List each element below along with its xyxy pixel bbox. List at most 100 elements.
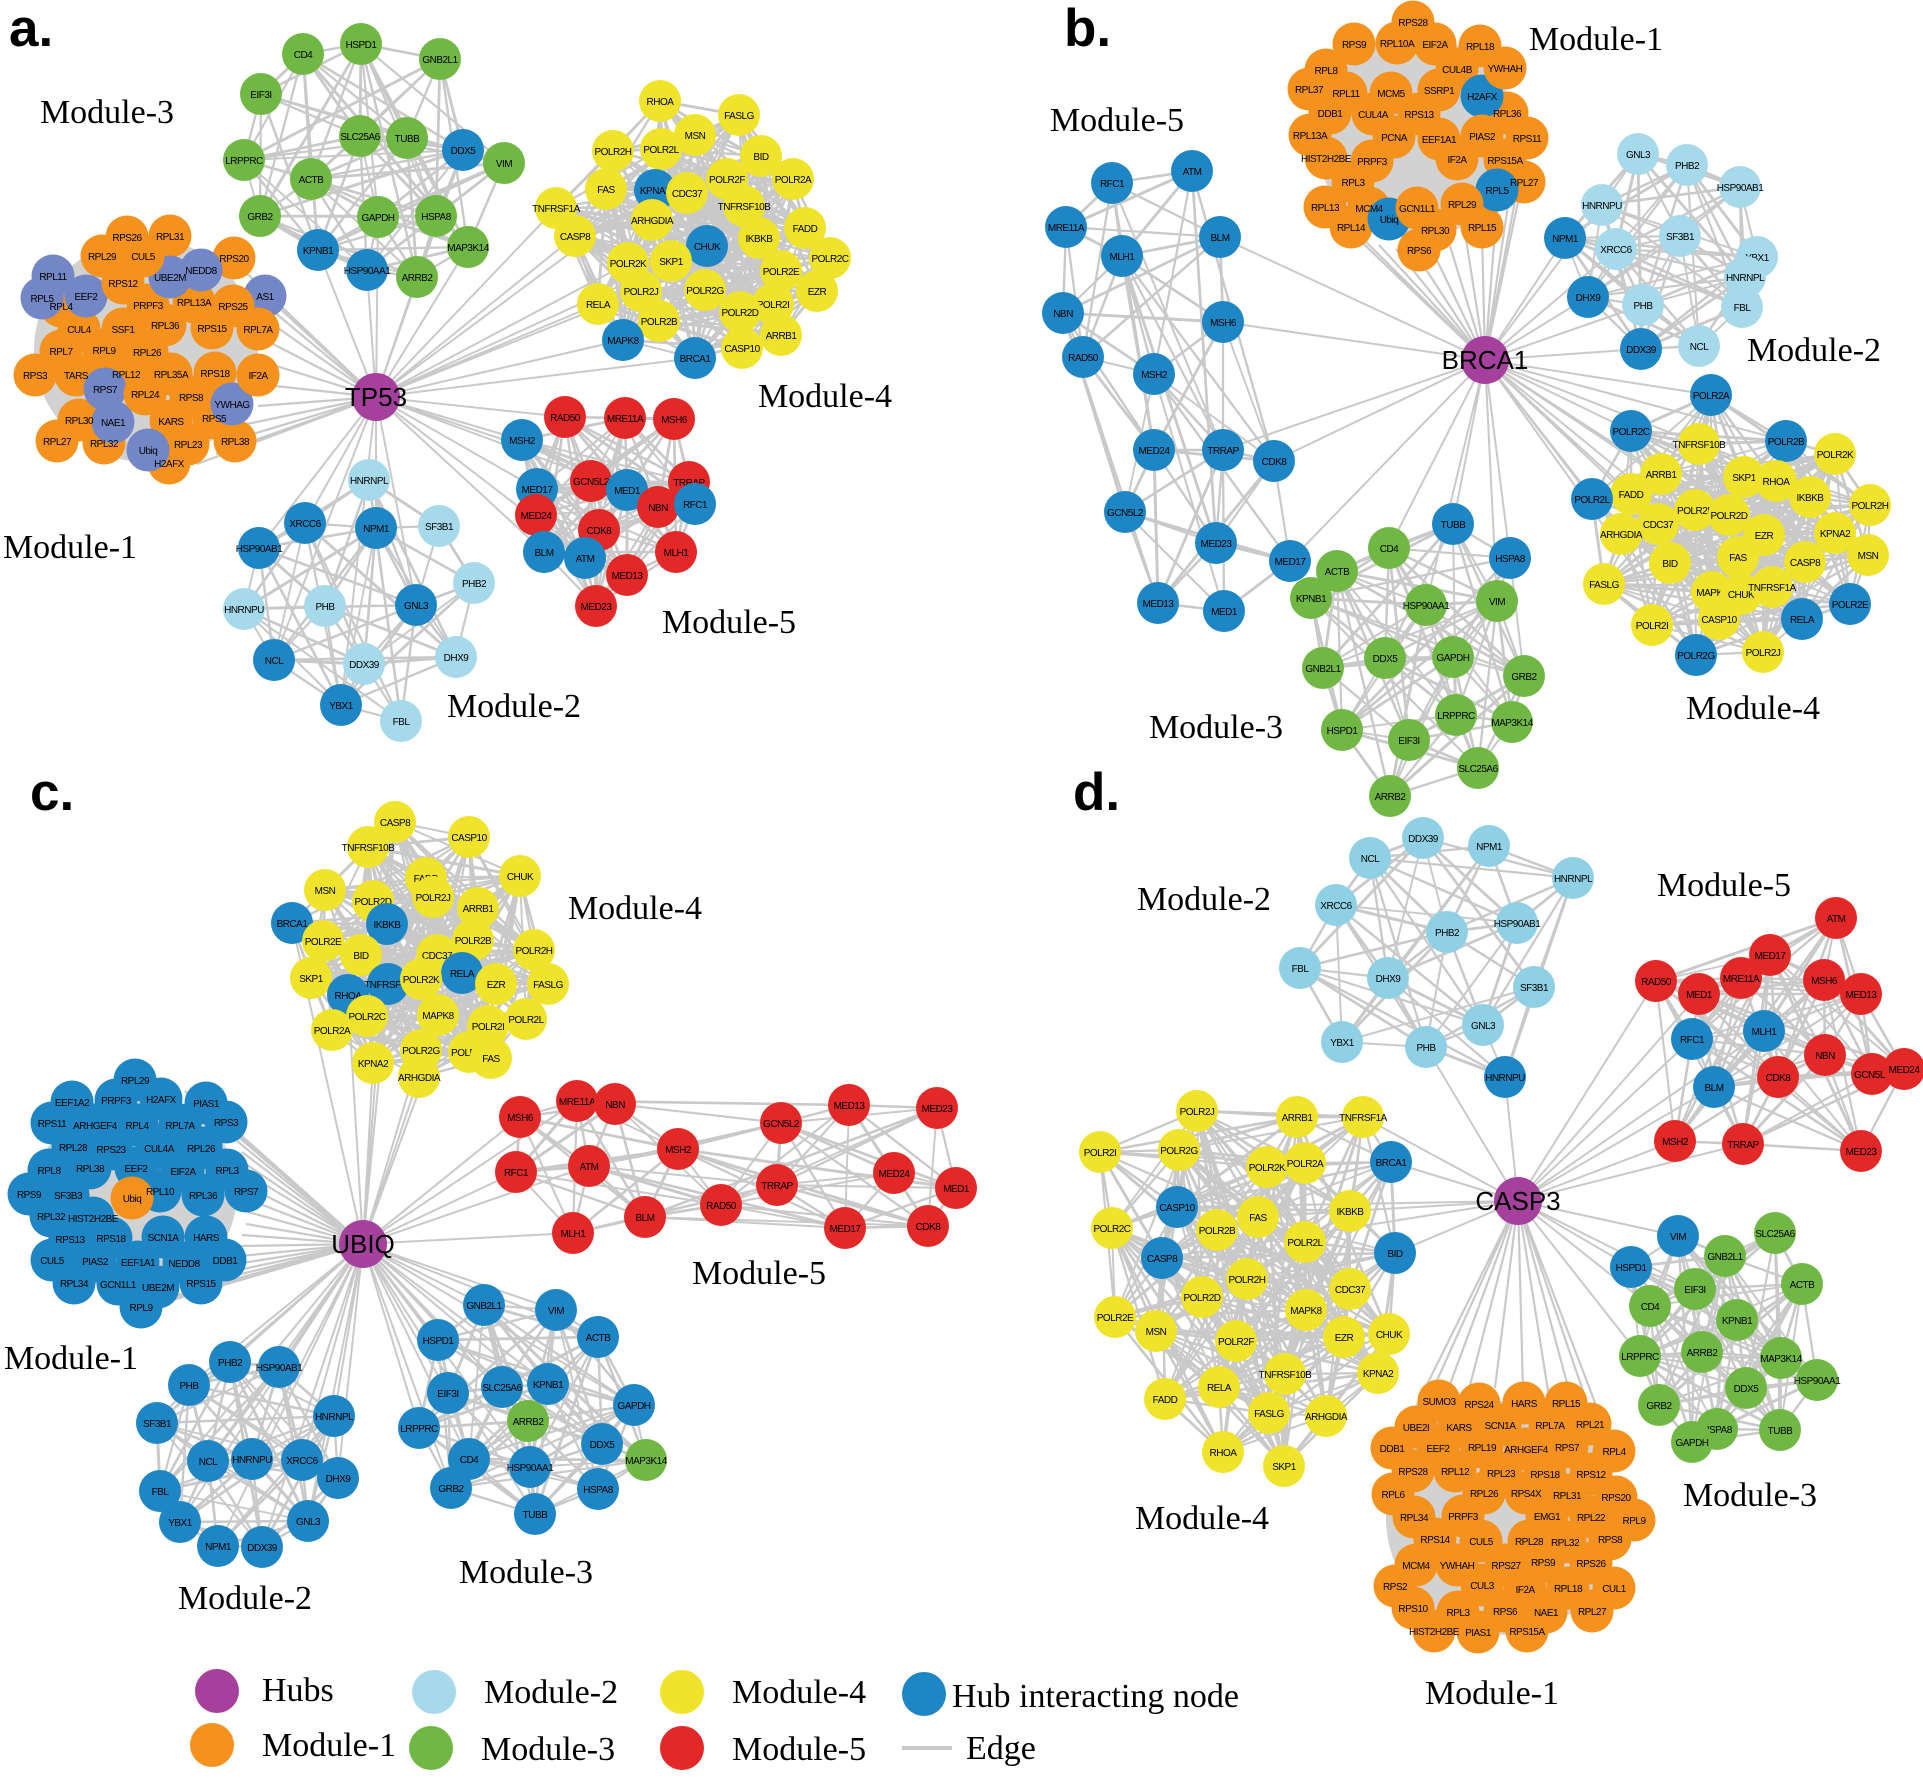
svg-text:CD4: CD4: [1641, 1302, 1660, 1313]
svg-text:KPNB1: KPNB1: [1296, 594, 1327, 605]
svg-text:TNFRSF10B: TNFRSF10B: [718, 202, 772, 213]
svg-text:ATM: ATM: [1827, 914, 1846, 925]
svg-text:TRRAP: TRRAP: [761, 1181, 793, 1192]
svg-text:CASP10: CASP10: [724, 344, 760, 355]
svg-text:RPL12: RPL12: [112, 370, 141, 381]
svg-text:ARHGDIA: ARHGDIA: [1600, 530, 1643, 541]
svg-text:RPL36: RPL36: [189, 1191, 218, 1202]
svg-text:CDK8: CDK8: [1262, 457, 1288, 468]
svg-text:HSP90AA1: HSP90AA1: [1403, 601, 1451, 612]
svg-text:DHX9: DHX9: [326, 1474, 352, 1485]
svg-text:MED1: MED1: [614, 486, 641, 497]
svg-text:CD4: CD4: [1380, 544, 1399, 555]
svg-text:RPL32: RPL32: [90, 439, 119, 450]
svg-text:POLR2C: POLR2C: [1093, 1224, 1130, 1235]
svg-text:GNL3: GNL3: [404, 601, 429, 612]
svg-text:HNRNPU: HNRNPU: [232, 1455, 272, 1466]
svg-text:DDX5: DDX5: [590, 1440, 616, 1451]
svg-text:NPM1: NPM1: [1476, 842, 1503, 853]
svg-text:POLR2K: POLR2K: [1249, 1163, 1286, 1174]
svg-text:RPS15A: RPS15A: [1487, 156, 1523, 167]
svg-text:MSH6: MSH6: [1210, 318, 1237, 329]
svg-text:PHB: PHB: [1633, 301, 1653, 312]
svg-text:Module-2: Module-2: [178, 1580, 312, 1617]
svg-text:MSH6: MSH6: [507, 1113, 534, 1124]
svg-text:PHB2: PHB2: [1675, 161, 1700, 172]
svg-text:TUBB: TUBB: [523, 1510, 549, 1521]
svg-text:RAD50: RAD50: [1641, 977, 1672, 988]
svg-text:Module-5: Module-5: [1050, 102, 1184, 139]
svg-text:NBN: NBN: [1053, 309, 1073, 320]
svg-text:CD4: CD4: [294, 50, 313, 61]
svg-text:Module-3: Module-3: [481, 1731, 615, 1768]
svg-text:Module-3: Module-3: [40, 94, 174, 131]
svg-text:RPL27: RPL27: [1510, 178, 1539, 189]
svg-text:RPL12: RPL12: [1441, 1467, 1470, 1478]
svg-text:TUBB: TUBB: [1768, 1426, 1794, 1437]
svg-text:DDB1: DDB1: [213, 1256, 239, 1267]
svg-text:RPL37: RPL37: [1295, 85, 1324, 96]
svg-text:Module-2: Module-2: [1137, 881, 1271, 918]
svg-text:RPL38: RPL38: [221, 437, 250, 448]
svg-text:Hubs: Hubs: [262, 1672, 334, 1709]
svg-text:MED13: MED13: [1143, 599, 1175, 610]
svg-text:RPL24: RPL24: [131, 390, 160, 401]
svg-text:POLR2B: POLR2B: [1768, 437, 1805, 448]
svg-text:ACTB: ACTB: [1790, 1280, 1816, 1291]
svg-text:RPL8: RPL8: [37, 1166, 61, 1177]
svg-text:RPL32: RPL32: [37, 1212, 66, 1223]
svg-text:SSRP1: SSRP1: [1424, 86, 1455, 97]
svg-text:RPL15: RPL15: [1468, 223, 1497, 234]
svg-text:NPM1: NPM1: [205, 1542, 232, 1553]
svg-text:EZR: EZR: [487, 980, 506, 991]
svg-text:MED17: MED17: [1755, 951, 1787, 962]
svg-text:ARRB1: ARRB1: [1646, 470, 1678, 481]
svg-text:Module-4: Module-4: [568, 890, 702, 927]
svg-text:PRPF3: PRPF3: [1357, 157, 1388, 168]
svg-text:RPL7A: RPL7A: [165, 1121, 195, 1132]
svg-text:CASP8: CASP8: [380, 818, 411, 829]
svg-text:POLR2A: POLR2A: [775, 175, 812, 186]
svg-text:RPL9: RPL9: [129, 1303, 153, 1314]
svg-text:Module-3: Module-3: [1683, 1477, 1817, 1514]
svg-text:POLR2E: POLR2E: [305, 937, 342, 948]
svg-text:RPL35A: RPL35A: [154, 370, 189, 381]
svg-text:UBE2M: UBE2M: [142, 1283, 174, 1294]
svg-text:RPL23: RPL23: [174, 440, 203, 451]
svg-text:FAS: FAS: [1729, 553, 1747, 564]
svg-text:RPL3: RPL3: [215, 1166, 239, 1177]
svg-text:TNFRSF1A: TNFRSF1A: [1748, 583, 1797, 594]
svg-text:EEF1A1: EEF1A1: [1422, 135, 1457, 146]
svg-text:Module-4: Module-4: [758, 378, 892, 415]
svg-text:RPL26: RPL26: [187, 1144, 216, 1155]
svg-text:FASLG: FASLG: [1254, 1409, 1284, 1420]
svg-text:GAPDH: GAPDH: [617, 1401, 650, 1412]
svg-text:FADD: FADD: [793, 224, 818, 235]
svg-text:POLR2A: POLR2A: [314, 1026, 351, 1037]
svg-text:MSN: MSN: [1146, 1327, 1167, 1338]
svg-text:MCM5: MCM5: [1377, 89, 1405, 100]
svg-text:MED24: MED24: [1139, 446, 1171, 457]
svg-text:SLC25A6: SLC25A6: [340, 132, 380, 143]
svg-text:POLR2J: POLR2J: [416, 893, 451, 904]
svg-text:ACTB: ACTB: [1325, 567, 1351, 578]
svg-text:MSH2: MSH2: [665, 1145, 692, 1156]
svg-text:RPS28: RPS28: [1398, 1467, 1428, 1478]
svg-text:Ubiq: Ubiq: [1380, 215, 1399, 226]
svg-text:KPNB1: KPNB1: [533, 1380, 564, 1391]
svg-text:RELA: RELA: [586, 300, 611, 311]
svg-text:MSH2: MSH2: [509, 436, 536, 447]
svg-text:ATM: ATM: [1183, 167, 1202, 178]
svg-text:PRPF3: PRPF3: [1448, 1512, 1479, 1523]
svg-text:KPNA2: KPNA2: [640, 186, 671, 197]
svg-text:GCN5L2: GCN5L2: [1854, 1070, 1891, 1081]
svg-text:NPM1: NPM1: [1552, 234, 1579, 245]
svg-text:CDC37: CDC37: [672, 189, 703, 200]
svg-text:POLR2E: POLR2E: [763, 267, 800, 278]
svg-text:POLR2B: POLR2B: [1199, 1226, 1236, 1237]
svg-text:CASP10: CASP10: [1159, 1203, 1195, 1214]
svg-text:RPL11: RPL11: [39, 272, 67, 283]
svg-text:RPS18: RPS18: [1530, 1470, 1560, 1481]
svg-text:MAP3K14: MAP3K14: [1491, 718, 1533, 729]
svg-text:MED17: MED17: [522, 485, 554, 496]
